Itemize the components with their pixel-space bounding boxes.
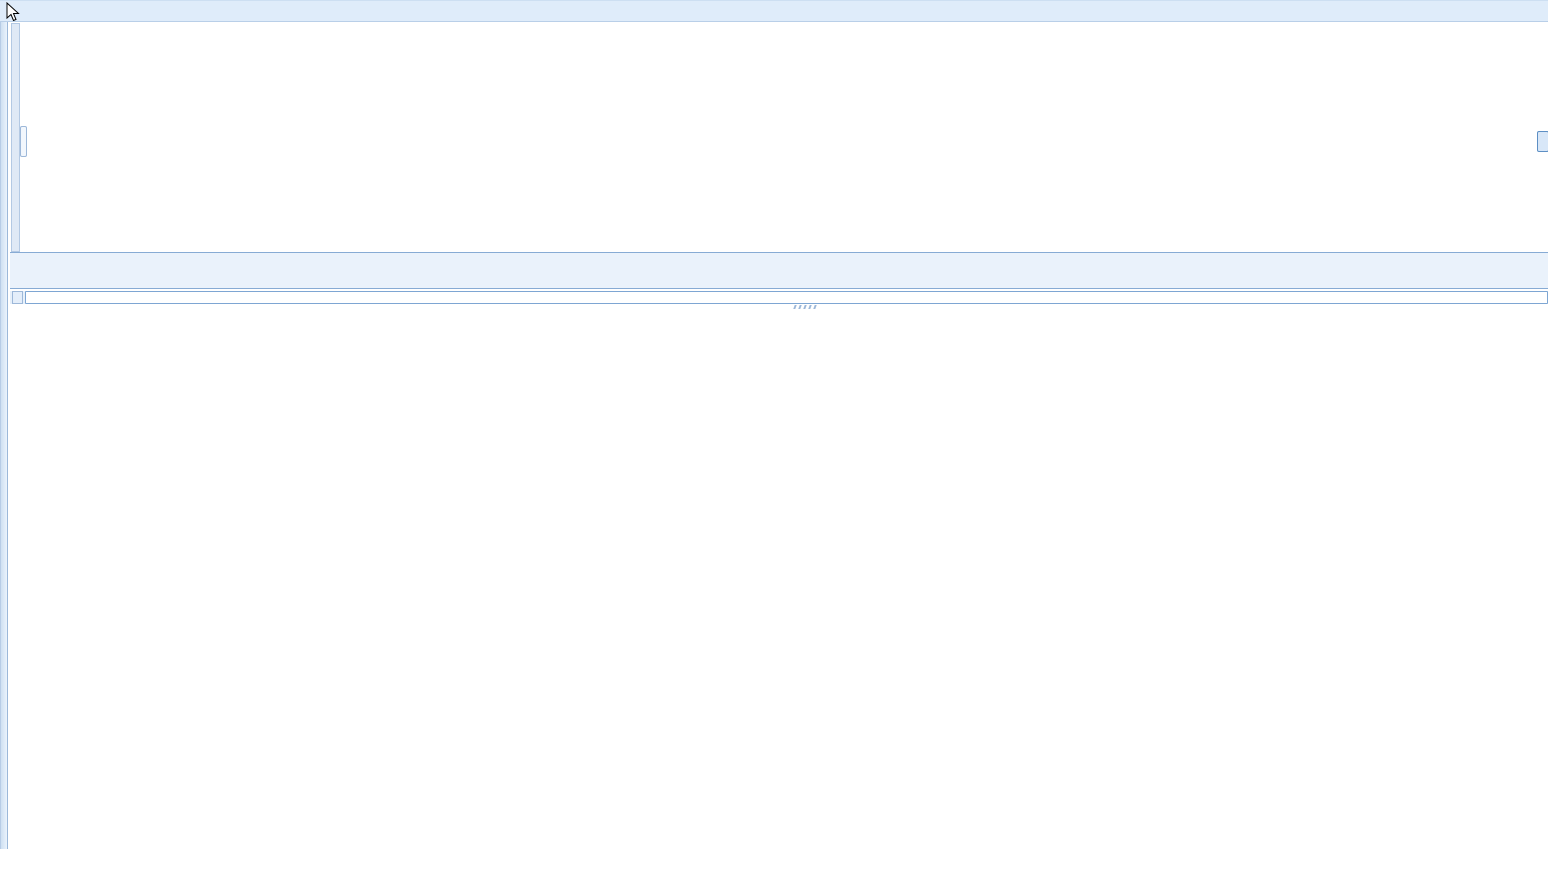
scrollbar-left-arrow-icon[interactable] (12, 291, 23, 304)
range-left-arrow-icon[interactable] (12, 132, 20, 146)
range-slider-left-handle[interactable] (20, 126, 27, 157)
range-slider-right-handle[interactable] (1537, 131, 1548, 152)
main-chart-svg[interactable] (80, 343, 1540, 868)
app-header-bar (0, 0, 1548, 22)
mouse-cursor (6, 2, 20, 22)
horizontal-scrollbar[interactable] (10, 291, 1548, 309)
range-chart-svg[interactable] (27, 23, 1548, 252)
scrollbar-thumb[interactable] (25, 291, 1548, 309)
range-axis-band (10, 252, 1548, 289)
left-splitter-strip[interactable] (0, 22, 8, 849)
range-left-track[interactable] (11, 23, 20, 252)
scrollbar-grip-icon[interactable] (793, 296, 824, 309)
